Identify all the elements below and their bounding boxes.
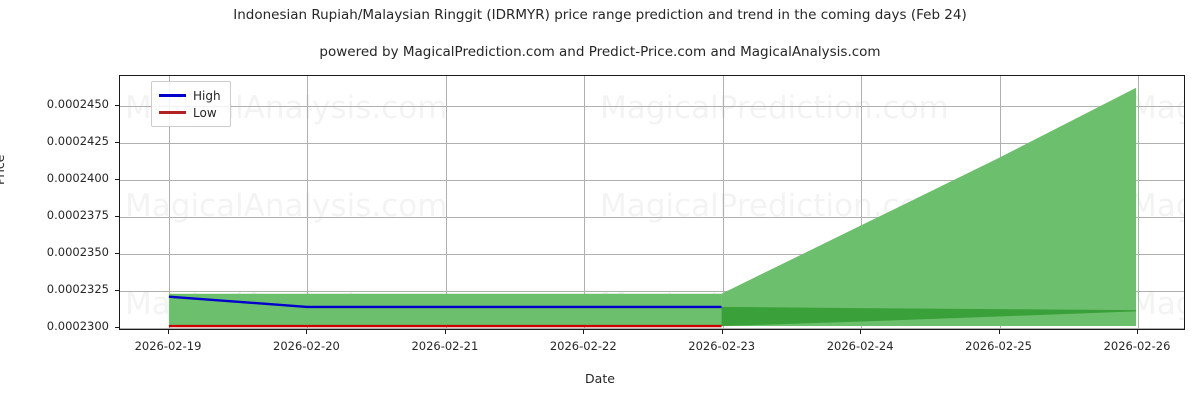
x-tick-label: 2026-02-22 [549, 339, 617, 353]
plot-area: MagicalAnalysis.comMagicalPrediction.com… [119, 75, 1185, 330]
x-tick-mark [168, 330, 169, 334]
y-tick-mark [115, 327, 119, 329]
y-tick-label: 0.0002325 [46, 281, 109, 296]
legend-swatch-low [159, 111, 186, 114]
gridline-vertical [861, 76, 863, 329]
x-tick-mark [583, 330, 585, 334]
gridline-vertical [722, 76, 724, 329]
x-tick-label: 2026-02-19 [134, 339, 202, 353]
y-tick-mark [115, 178, 119, 180]
y-tick-label: 0.0002300 [46, 319, 109, 334]
legend-item-low: Low [159, 104, 221, 121]
gridline-horizontal [120, 105, 1184, 107]
x-tick-mark [306, 330, 308, 334]
gridline-vertical [445, 76, 447, 329]
x-tick-mark [860, 330, 862, 334]
chart-title: Indonesian Rupiah/Malaysian Ringgit (IDR… [233, 7, 967, 23]
legend-swatch-high [159, 94, 186, 97]
legend-label: Low [193, 105, 217, 120]
series-layer [168, 87, 1137, 328]
band-forecast-wide-range [721, 87, 1137, 327]
y-tick-label: 0.0002450 [46, 96, 109, 111]
chart-subtitle: powered by MagicalPrediction.com and Pre… [319, 44, 881, 60]
x-axis-label: Date [585, 371, 615, 386]
x-tick-mark [721, 330, 723, 334]
gridline-vertical [584, 76, 586, 329]
x-tick-label: 2026-02-20 [273, 339, 340, 353]
y-tick-label: 0.0002375 [46, 207, 109, 222]
x-tick-label: 2026-02-26 [1103, 339, 1171, 353]
legend-label: High [193, 88, 221, 103]
band-historical-range [168, 293, 722, 327]
gridline-vertical [307, 76, 309, 329]
x-tick-mark [1137, 330, 1138, 334]
legend: High Low [151, 81, 231, 127]
series-line-high [168, 295, 722, 309]
gridline-horizontal [120, 179, 1184, 181]
legend-item-high: High [159, 87, 221, 104]
gridline-horizontal [120, 328, 1184, 329]
gridline-horizontal [120, 216, 1184, 218]
y-tick-label: 0.0002400 [46, 170, 109, 185]
gridline-horizontal [120, 142, 1184, 144]
x-tick-label: 2026-02-24 [826, 339, 894, 353]
x-tick-label: 2026-02-25 [965, 339, 1032, 353]
gridline-vertical [1138, 76, 1139, 329]
y-tick-mark [115, 215, 119, 217]
gridline-horizontal [120, 253, 1184, 255]
y-tick-mark [115, 104, 119, 106]
y-tick-mark [115, 141, 119, 143]
x-tick-mark [444, 330, 446, 334]
y-tick-mark [115, 289, 119, 291]
band-forecast-narrow-range [721, 306, 1137, 327]
x-tick-label: 2026-02-21 [411, 339, 479, 353]
y-tick-label: 0.0002425 [46, 133, 109, 148]
y-tick-mark [115, 252, 119, 254]
gridline-horizontal [120, 290, 1184, 292]
y-tick-label: 0.0002350 [46, 244, 109, 259]
x-tick-label: 2026-02-23 [688, 339, 756, 353]
x-tick-mark [998, 330, 1000, 334]
gridline-vertical [169, 76, 170, 329]
